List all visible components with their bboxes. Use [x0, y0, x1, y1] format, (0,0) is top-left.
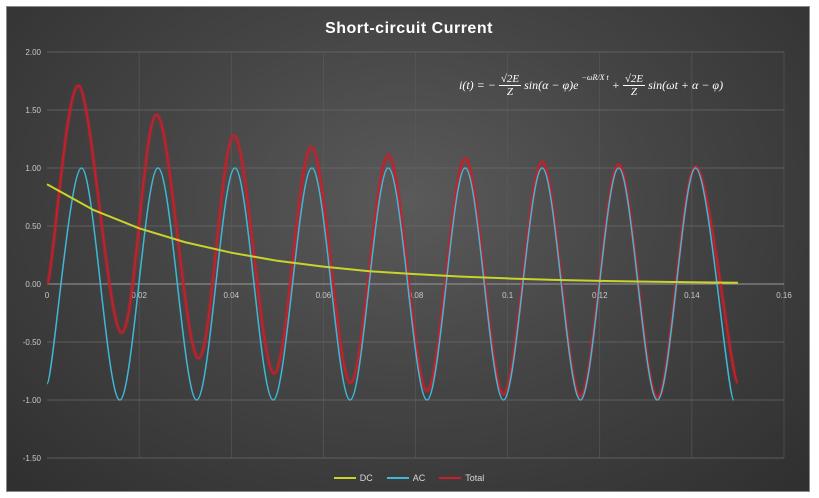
y-tick-label: 2.00	[25, 48, 41, 57]
legend-label-ac: AC	[412, 473, 426, 483]
x-tick-label: 0.1	[502, 291, 514, 300]
y-tick-label: 1.50	[25, 106, 41, 115]
legend-swatch-dc	[333, 477, 356, 479]
x-tick-label: 0.12	[592, 291, 608, 300]
x-tick-label: 0.04	[223, 291, 239, 300]
formula-mid: sin(α − φ)e	[524, 78, 579, 92]
plot-area: 2.00 1.50 1.00 0.50 0.00 -0.50 -1.00 -1.50 0 0.02…	[23, 48, 793, 463]
x-tick-label: 0	[45, 291, 50, 300]
formula-annotation: i(t) = − √2E Z sin(α − φ)e −ωR/X t + √2E …	[459, 73, 723, 98]
x-tick-label: 0.14	[684, 291, 700, 300]
series-dc-line	[46, 183, 738, 284]
chart-frame: Short-circuit Current 2.00 1.50 1.00 0.50 0.…	[6, 6, 810, 492]
y-tick-label: -1.50	[23, 454, 42, 463]
legend-label-dc: DC	[359, 473, 373, 483]
legend-swatch-ac	[386, 477, 409, 479]
x-tick-label: 0.08	[408, 291, 424, 300]
legend-entry-total: Total	[439, 473, 484, 483]
formula-tail: sin(ωt + α − φ)	[648, 78, 724, 92]
chart-legend: DC AC Total	[7, 473, 811, 483]
legend-entry-dc: DC	[333, 473, 373, 483]
formula-exponent: −ωR/X t	[581, 73, 609, 82]
x-tick-label: 0.02	[131, 291, 147, 300]
y-tick-label: 0.00	[25, 280, 41, 289]
formula-frac1-numerator: √2E	[498, 73, 522, 86]
series-ac-line	[46, 167, 735, 401]
y-tick-label: 0.50	[25, 222, 41, 231]
formula-frac2-numerator: √2E	[622, 73, 646, 86]
y-tick-label: -0.50	[23, 338, 42, 347]
series-total-line	[46, 84, 739, 399]
legend-swatch-total	[439, 477, 462, 479]
chart-title: Short-circuit Current	[325, 20, 493, 37]
x-tick-label: 0.16	[776, 291, 792, 300]
formula-frac2-denominator: Z	[630, 86, 638, 98]
formula-lhs: i(t) = −	[459, 78, 496, 92]
legend-label-total: Total	[465, 473, 485, 483]
formula-fraction-2: √2E Z	[622, 73, 646, 98]
x-tick-label: 0.06	[316, 291, 332, 300]
formula-plus: +	[611, 78, 620, 92]
y-tick-label: -1.00	[23, 396, 42, 405]
formula-fraction-1: √2E Z	[498, 73, 522, 98]
y-tick-label: 1.00	[25, 164, 41, 173]
legend-entry-ac: AC	[386, 473, 426, 483]
formula-frac1-denominator: Z	[506, 86, 514, 98]
